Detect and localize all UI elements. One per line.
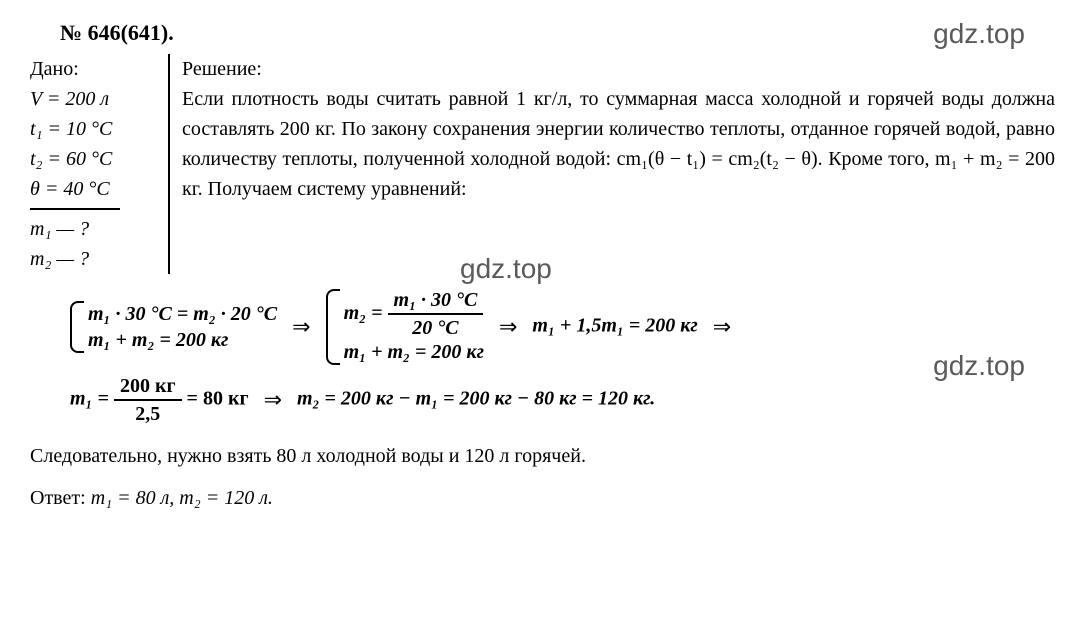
sys2-line2: m₁ + m₂ = 200 кг bbox=[344, 341, 484, 363]
given-v: V = 200 л bbox=[30, 84, 160, 114]
sys2-prefix: m₂ = bbox=[344, 302, 388, 324]
system-2: m₂ = m₁ · 30 °C20 °C m₁ + m₂ = 200 кг bbox=[326, 289, 484, 365]
sys2-line1: m₂ = m₁ · 30 °C20 °C bbox=[344, 302, 484, 324]
watermark: gdz.top bbox=[460, 253, 552, 285]
frac-num: m₁ · 30 °C bbox=[388, 289, 484, 315]
arrow-icon: ⇒ bbox=[292, 313, 310, 342]
solution-column: Решение: Если плотность воды считать рав… bbox=[170, 54, 1055, 204]
result1: m₁ + 1,5m₁ = 200 кг bbox=[532, 315, 697, 337]
frac-den: 2,5 bbox=[114, 401, 182, 425]
fraction: m₁ · 30 °C20 °C bbox=[388, 289, 484, 339]
calculation-row: m₁ = 200 кг2,5 = 80 кг ⇒ m₂ = 200 кг − m… bbox=[70, 375, 1055, 425]
arrow-icon: ⇒ bbox=[713, 313, 731, 342]
given-title: Дано: bbox=[30, 54, 160, 84]
solution-text: Если плотность воды считать равной 1 кг/… bbox=[182, 84, 1055, 204]
answer-line: Ответ: m₁ = 80 л, m₂ = 120 л. bbox=[30, 482, 1055, 514]
sys1-line2: m₁ + m₂ = 200 кг bbox=[88, 329, 228, 351]
given-column: Дано: V = 200 л t₁ = 10 °C t₂ = 60 °C θ … bbox=[30, 54, 170, 274]
answer-value: m₁ = 80 л, m₂ = 120 л. bbox=[91, 487, 273, 509]
arrow-icon: ⇒ bbox=[499, 313, 517, 342]
watermark: gdz.top bbox=[933, 350, 1025, 382]
given-t2: t₂ = 60 °C bbox=[30, 144, 160, 174]
sys1-line1: m₁ · 30 °C = m₂ · 20 °C bbox=[88, 303, 277, 325]
fraction-m1: 200 кг2,5 bbox=[114, 375, 182, 425]
conclusion-text: Следовательно, нужно взять 80 л холодной… bbox=[30, 440, 1055, 472]
frac-num: 200 кг bbox=[114, 375, 182, 401]
find-m1: m₁ — ? bbox=[30, 214, 160, 244]
arrow-icon: ⇒ bbox=[264, 387, 282, 413]
given-theta: θ = 40 °C bbox=[30, 174, 160, 204]
frac-den: 20 °C bbox=[388, 315, 484, 339]
system-1: m₁ · 30 °C = m₂ · 20 °C m₁ + m₂ = 200 кг bbox=[70, 301, 277, 353]
solution-title: Решение: bbox=[182, 54, 1055, 84]
find-m2: m₂ — ? bbox=[30, 244, 160, 274]
answer-label: Ответ: bbox=[30, 487, 91, 509]
divider bbox=[30, 208, 120, 210]
problem-number: № 646(641). bbox=[60, 20, 1055, 46]
given-t1: t₁ = 10 °C bbox=[30, 114, 160, 144]
top-section: Дано: V = 200 л t₁ = 10 °C t₂ = 60 °C θ … bbox=[30, 54, 1055, 274]
m2-calc: m₂ = 200 кг − m₁ = 200 кг − 80 кг = 120 … bbox=[297, 388, 655, 410]
m1-eq: = 80 кг bbox=[182, 388, 249, 410]
m1-prefix: m₁ = bbox=[70, 388, 114, 410]
equation-systems: m₁ · 30 °C = m₂ · 20 °C m₁ + m₂ = 200 кг… bbox=[70, 289, 1055, 365]
watermark: gdz.top bbox=[933, 18, 1025, 50]
